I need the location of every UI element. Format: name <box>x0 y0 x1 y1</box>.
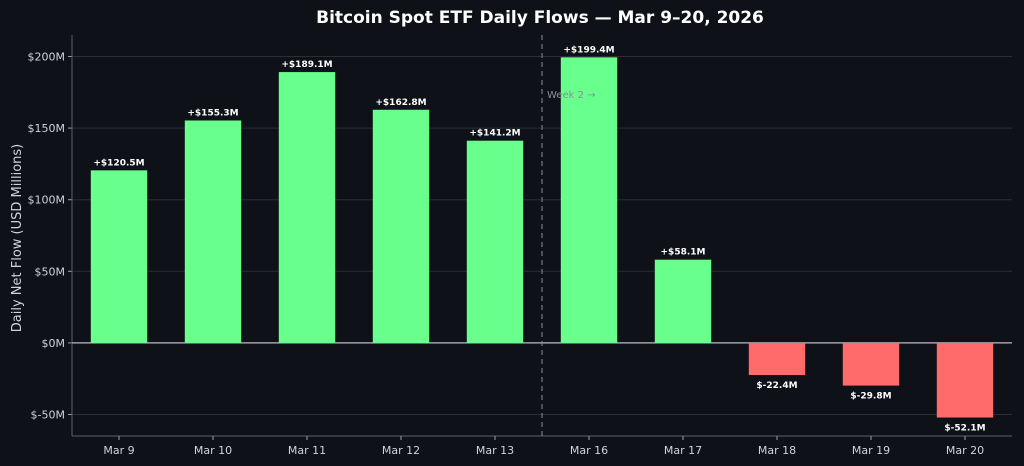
axes: $-50M $0M $50M $100M $150M $200M Mar 9 Mar 10 Ma… <box>28 35 1012 457</box>
data-label: $-22.4M <box>756 381 797 391</box>
bar <box>372 109 430 343</box>
y-tick-label: $0M <box>42 337 66 350</box>
data-label: +$162.8M <box>375 98 426 108</box>
bar <box>90 170 148 343</box>
x-tick-label: Mar 16 <box>570 444 608 457</box>
bar <box>278 72 336 343</box>
data-label: $-52.1M <box>944 424 985 434</box>
annotation: Week 2 → <box>547 90 596 101</box>
x-tick-label: Mar 13 <box>476 444 514 457</box>
y-tick-label: $150M <box>28 122 66 135</box>
x-tick-label: Mar 18 <box>758 444 796 457</box>
y-tick-label: $50M <box>35 265 66 278</box>
x-tick-label: Mar 19 <box>852 444 890 457</box>
x-tick-label: Mar 9 <box>103 444 134 457</box>
bar <box>184 120 242 343</box>
bar <box>466 140 524 343</box>
bar <box>748 342 806 375</box>
bar <box>654 259 712 343</box>
bar <box>936 342 994 418</box>
y-tick-label: $200M <box>28 50 66 63</box>
y-tick-label: $100M <box>28 194 66 207</box>
data-label: +$141.2M <box>469 129 520 139</box>
x-tick-label: Mar 12 <box>382 444 420 457</box>
bar <box>842 342 900 386</box>
data-label: +$189.1M <box>281 60 332 70</box>
data-label: +$199.4M <box>563 45 614 55</box>
data-label: +$155.3M <box>187 108 238 118</box>
x-tick-label: Mar 10 <box>194 444 232 457</box>
data-label: +$58.1M <box>661 248 706 258</box>
chart-title: Bitcoin Spot ETF Daily Flows — Mar 9–20,… <box>316 8 764 28</box>
data-label: $-29.8M <box>850 392 891 402</box>
x-tick-label: Mar 20 <box>946 444 984 457</box>
y-axis-label: Daily Net Flow (USD Millions) <box>10 144 25 332</box>
x-tick-label: Mar 11 <box>288 444 326 457</box>
y-tick-label: $-50M <box>31 409 65 422</box>
x-tick-label: Mar 17 <box>664 444 702 457</box>
data-labels: +$120.5M +$155.3M +$189.1M +$162.8M +$141.2M… <box>93 45 985 433</box>
data-label: +$120.5M <box>93 158 144 168</box>
bar <box>560 57 618 343</box>
bars <box>90 57 994 418</box>
